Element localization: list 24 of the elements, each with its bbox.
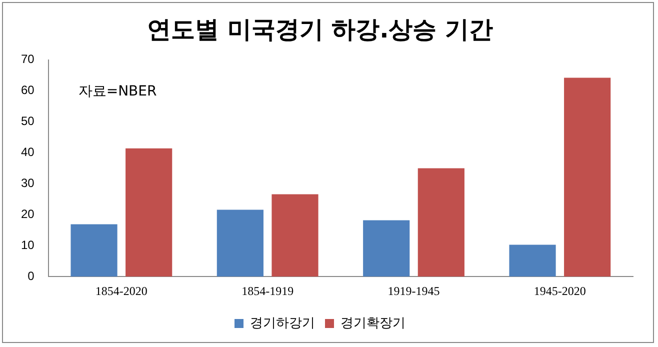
bar xyxy=(564,78,611,277)
x-tick-label: 1919-1945 xyxy=(388,284,440,298)
y-tick-label: 20 xyxy=(20,206,35,221)
x-tick-label: 1854-2020 xyxy=(95,284,148,298)
x-tick-label: 1945-2020 xyxy=(534,284,586,298)
y-tick-label: 60 xyxy=(20,83,35,98)
bar xyxy=(70,224,118,277)
bar xyxy=(216,210,264,277)
y-tick-label: 30 xyxy=(20,176,35,190)
chart-title: 연도별 미국경기 하강.상승 기간 xyxy=(146,16,494,44)
bar xyxy=(418,168,464,277)
y-tick-label: 70 xyxy=(20,52,35,66)
y-tick-label: 10 xyxy=(20,238,35,252)
bar xyxy=(509,244,556,277)
legend-label: 경기하강기 xyxy=(250,316,315,331)
y-tick-label: 40 xyxy=(20,145,35,160)
legend-label: 경기확장기 xyxy=(340,316,406,331)
bar xyxy=(272,194,318,277)
y-tick-label: 0 xyxy=(28,268,35,283)
y-tick-label: 50 xyxy=(20,114,35,128)
bar xyxy=(126,148,172,277)
x-tick-label: 1854-1919 xyxy=(242,284,294,298)
bar xyxy=(363,220,410,277)
annotation: 자료=NBER xyxy=(78,83,157,100)
